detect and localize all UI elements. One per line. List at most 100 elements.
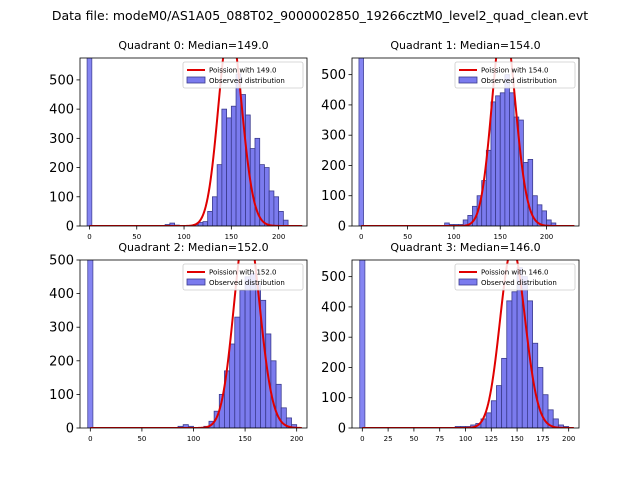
histogram-bar [249, 273, 256, 428]
plot-frame [79, 57, 308, 227]
legend-observed-swatch [186, 76, 206, 84]
histogram-bar [541, 210, 547, 226]
zero-count-bar [358, 58, 364, 226]
chart-title: Quadrant 1: Median=154.0 [390, 39, 540, 52]
x-tick-label: 0 [360, 435, 364, 443]
legend-box [454, 263, 576, 291]
histogram-bar [268, 190, 275, 226]
y-tick-label: 300 [49, 321, 74, 336]
histogram-bar [226, 117, 232, 226]
x-tick-label: 150 [494, 233, 507, 241]
y-tick-label: 100 [321, 189, 346, 204]
histogram-bar [239, 289, 246, 428]
legend: Poission with 152.0 Observed distribution [182, 263, 304, 291]
y-tick-label: 200 [49, 354, 74, 369]
x-tick-label: 50 [137, 435, 146, 443]
y-tick-label: 200 [49, 161, 74, 176]
plot-area [358, 58, 575, 226]
legend-observed-label: Observed distribution [209, 279, 285, 287]
y-tick-label: 100 [49, 190, 74, 205]
histogram-bar [278, 210, 284, 226]
chart-title: Quadrant 0: Median=149.0 [118, 39, 268, 52]
legend-observed-label: Observed distribution [481, 279, 557, 287]
x-tick-label: 150 [225, 233, 238, 241]
legend: Poission with 154.0 Observed distribution [454, 61, 576, 89]
y-tick-label: 500 [321, 68, 346, 83]
x-tick-label: 0 [87, 233, 91, 241]
x-tick-label: 50 [403, 233, 412, 241]
y-tick-label: 0 [66, 220, 74, 235]
histogram-bar [212, 196, 218, 226]
x-tick-label: 0 [359, 233, 363, 241]
plot-frame [351, 57, 580, 227]
histogram-bar [504, 74, 510, 226]
histogram-bar [244, 276, 251, 428]
x-tick-label: 50 [132, 233, 141, 241]
legend-box [182, 61, 304, 89]
zero-count-bar [359, 260, 366, 428]
histogram-bar [509, 92, 515, 226]
legend-observed-label: Observed distribution [209, 77, 285, 85]
zero-count-bar [86, 58, 93, 226]
chart-quadrant-3: 0 100 200 300 400 500 0 25 50 75 100 125 150 175 200 Qu… [321, 241, 580, 443]
y-tick-label: 0 [66, 422, 74, 437]
y-tick-label: 0 [338, 422, 346, 437]
y-tick-label: 500 [49, 254, 74, 269]
x-tick-label: 100 [459, 435, 472, 443]
y-tick-label: 100 [321, 391, 346, 406]
figure-suptitle: Data file: modeM0/AS1A05_088T02_90000028… [52, 8, 588, 23]
zero-count-bar [87, 260, 94, 428]
y-tick-label: 300 [321, 331, 346, 346]
chart-quadrant-0: 0 100 200 300 400 500 0 50 100 150 200 Quadrant 0: … [49, 39, 308, 241]
x-tick-label: 100 [447, 233, 460, 241]
legend-observed-label: Observed distribution [481, 77, 557, 85]
histogram-bar [264, 167, 270, 226]
legend-poisson-label: Poission with 152.0 [209, 269, 277, 277]
x-tick-label: 200 [290, 435, 303, 443]
legend-poisson-label: Poission with 149.0 [209, 67, 277, 75]
x-tick-label: 50 [409, 435, 418, 443]
histogram-bar [537, 367, 544, 428]
histogram-bar [501, 357, 508, 428]
histogram-bar [490, 400, 497, 428]
x-tick-label: 200 [272, 233, 285, 241]
y-tick-label: 200 [321, 361, 346, 376]
histogram-bar [511, 291, 518, 428]
x-tick-label: 125 [485, 435, 498, 443]
poisson-curve [89, 58, 303, 226]
histogram-bar [485, 412, 492, 428]
y-tick-label: 500 [49, 73, 74, 88]
histogram-bar [496, 385, 503, 428]
histogram-bar [273, 196, 280, 226]
histogram-bar [527, 159, 534, 226]
x-tick-label: 150 [238, 435, 251, 443]
y-tick-label: 400 [49, 287, 74, 302]
low-count-bar [169, 222, 175, 226]
poisson-curve [361, 58, 575, 226]
x-tick-label: 25 [384, 435, 393, 443]
y-tick-label: 0 [338, 220, 346, 235]
histogram-bar [285, 417, 292, 428]
legend-box [182, 263, 304, 291]
chart-title: Quadrant 2: Median=152.0 [118, 241, 268, 254]
legend: Poission with 149.0 Observed distribution [182, 61, 304, 89]
x-tick-label: 100 [177, 233, 190, 241]
x-tick-label: 150 [510, 435, 523, 443]
legend-poisson-label: Poission with 146.0 [481, 269, 549, 277]
histogram-bar [216, 164, 223, 226]
chart-quadrant-2: 0 100 200 300 400 500 0 50 100 150 200 Quadrant 2: … [49, 241, 308, 443]
plot-area [86, 58, 303, 226]
histogram-bar [490, 101, 497, 226]
y-tick-label: 300 [321, 129, 346, 144]
y-tick-label: 400 [49, 103, 74, 118]
legend-poisson-label: Poission with 154.0 [481, 67, 549, 75]
histogram-bar [207, 210, 213, 226]
histogram-bar [499, 92, 506, 226]
legend-box [454, 61, 576, 89]
chart-title: Quadrant 3: Median=146.0 [390, 241, 540, 254]
y-tick-label: 300 [49, 132, 74, 147]
plot-area [87, 260, 302, 428]
x-tick-label: 175 [536, 435, 549, 443]
